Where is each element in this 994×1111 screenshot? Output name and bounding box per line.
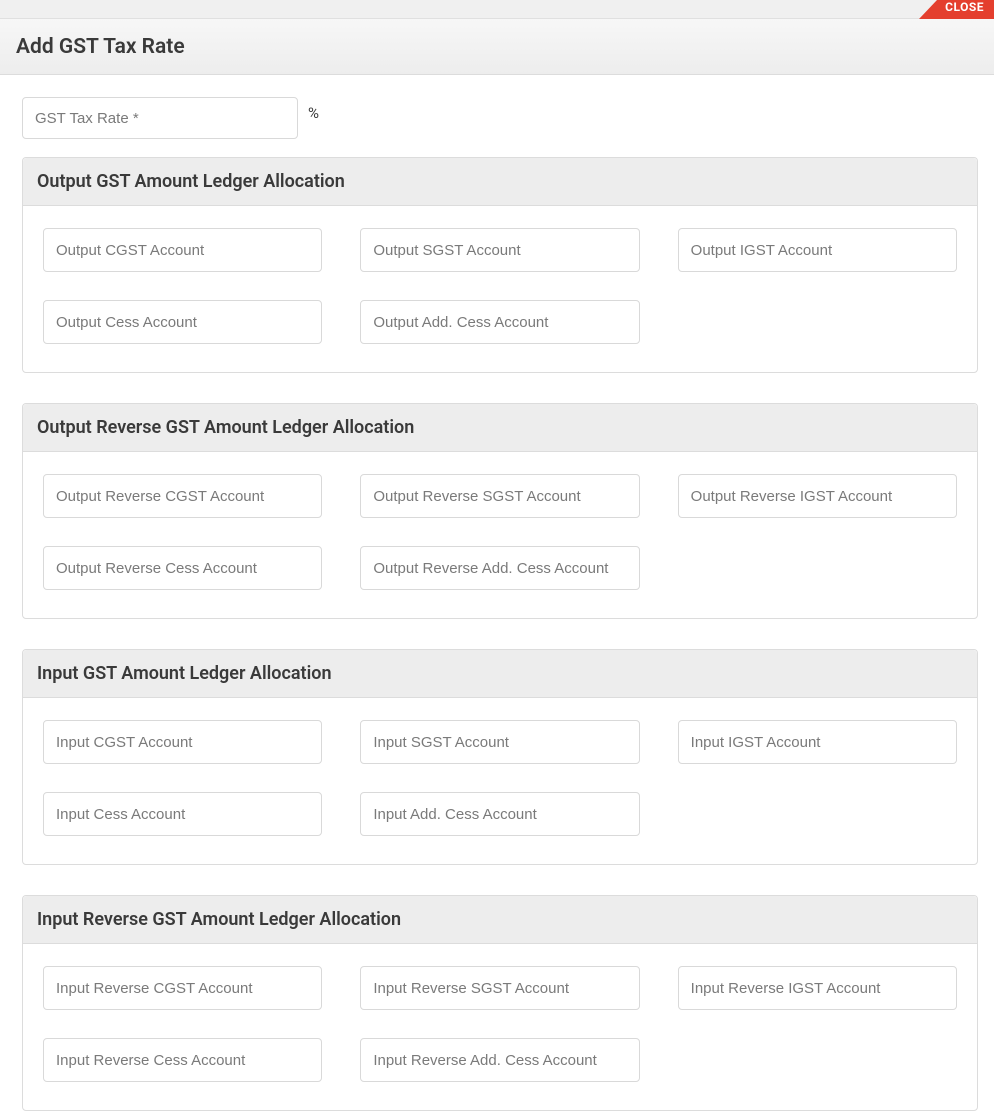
output-reverse-addcess-input[interactable] bbox=[360, 546, 639, 590]
section-body bbox=[23, 452, 977, 618]
close-button[interactable]: CLOSE bbox=[919, 0, 994, 19]
output-cgst-input[interactable] bbox=[43, 228, 322, 272]
output-reverse-cgst-input[interactable] bbox=[43, 474, 322, 518]
input-reverse-igst-input[interactable] bbox=[678, 966, 957, 1010]
output-gst-section: Output GST Amount Ledger Allocation bbox=[22, 157, 978, 373]
page-header: Add GST Tax Rate bbox=[0, 19, 994, 75]
input-reverse-gst-section: Input Reverse GST Amount Ledger Allocati… bbox=[22, 895, 978, 1111]
input-cgst-input[interactable] bbox=[43, 720, 322, 764]
percent-label: % bbox=[308, 104, 319, 122]
section-title: Output Reverse GST Amount Ledger Allocat… bbox=[37, 417, 963, 438]
input-cess-input[interactable] bbox=[43, 792, 322, 836]
output-reverse-sgst-input[interactable] bbox=[360, 474, 639, 518]
section-header: Input GST Amount Ledger Allocation bbox=[23, 650, 977, 698]
input-igst-input[interactable] bbox=[678, 720, 957, 764]
page-title: Add GST Tax Rate bbox=[16, 35, 185, 59]
gst-tax-rate-input[interactable] bbox=[22, 97, 298, 139]
top-bar: CLOSE bbox=[0, 0, 994, 19]
section-header: Input Reverse GST Amount Ledger Allocati… bbox=[23, 896, 977, 944]
output-reverse-igst-input[interactable] bbox=[678, 474, 957, 518]
input-gst-section: Input GST Amount Ledger Allocation bbox=[22, 649, 978, 865]
input-reverse-addcess-input[interactable] bbox=[360, 1038, 639, 1082]
input-addcess-input[interactable] bbox=[360, 792, 639, 836]
output-addcess-input[interactable] bbox=[360, 300, 639, 344]
input-sgst-input[interactable] bbox=[360, 720, 639, 764]
output-reverse-cess-input[interactable] bbox=[43, 546, 322, 590]
output-sgst-input[interactable] bbox=[360, 228, 639, 272]
rate-row: % bbox=[22, 97, 978, 139]
section-title: Input GST Amount Ledger Allocation bbox=[37, 663, 963, 684]
input-reverse-cgst-input[interactable] bbox=[43, 966, 322, 1010]
output-cess-input[interactable] bbox=[43, 300, 322, 344]
section-header: Output Reverse GST Amount Ledger Allocat… bbox=[23, 404, 977, 452]
section-title: Output GST Amount Ledger Allocation bbox=[37, 171, 963, 192]
section-title: Input Reverse GST Amount Ledger Allocati… bbox=[37, 909, 963, 930]
content-area: % Output GST Amount Ledger Allocation Ou… bbox=[0, 75, 994, 1111]
output-igst-input[interactable] bbox=[678, 228, 957, 272]
input-reverse-sgst-input[interactable] bbox=[360, 966, 639, 1010]
section-body bbox=[23, 206, 977, 372]
input-reverse-cess-input[interactable] bbox=[43, 1038, 322, 1082]
output-reverse-gst-section: Output Reverse GST Amount Ledger Allocat… bbox=[22, 403, 978, 619]
section-body bbox=[23, 698, 977, 864]
section-header: Output GST Amount Ledger Allocation bbox=[23, 158, 977, 206]
section-body bbox=[23, 944, 977, 1110]
